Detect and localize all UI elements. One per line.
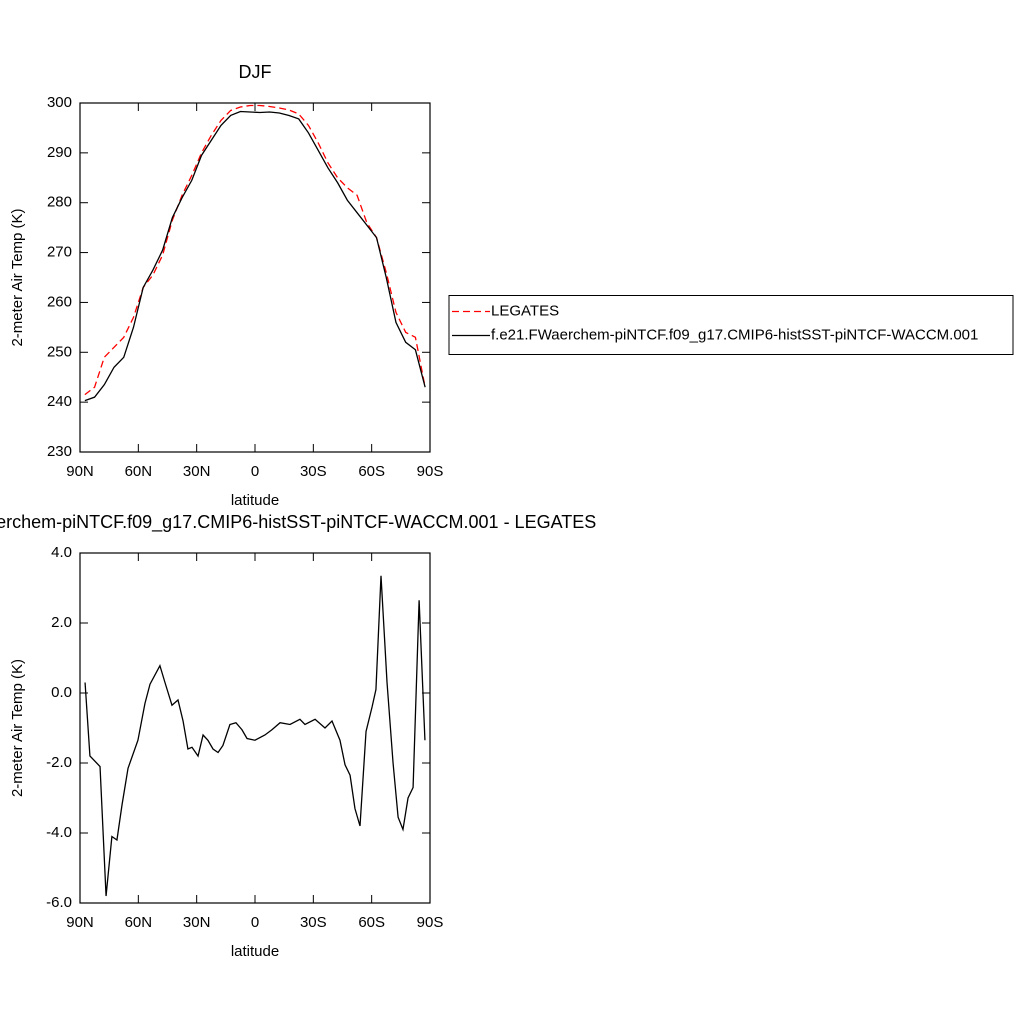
y-tick-label: 250 [47, 343, 72, 360]
y-tick-label: -4.0 [46, 824, 72, 841]
y-tick-label: 260 [47, 293, 72, 310]
legend: LEGATES f.e21.FWaerchem-piNTCF.f09_g17.CM… [448, 295, 1014, 355]
x-tick-label: 60N [125, 463, 153, 480]
x-tick-label: 90N [66, 463, 94, 480]
x-tick-label: 30N [183, 463, 211, 480]
x-tick-label: 60S [358, 463, 385, 480]
x-axis-label: latitude [231, 943, 279, 960]
y-tick-label: 300 [47, 94, 72, 111]
y-tick-label: 290 [47, 144, 72, 161]
x-tick-label: 30S [300, 463, 327, 480]
y-tick-label: -6.0 [46, 894, 72, 911]
y-axis-label: 2-meter Air Temp (K) [9, 659, 26, 797]
y-tick-label: -2.0 [46, 754, 72, 771]
plot-frame [79, 552, 431, 904]
x-tick-label: 0 [251, 463, 259, 480]
series-line [84, 575, 426, 897]
y-tick-label: 240 [47, 393, 72, 410]
x-tick-label: 30S [300, 914, 327, 931]
x-tick-label: 30N [183, 914, 211, 931]
chart-title: DJF [239, 62, 272, 82]
x-tick-label: 90S [417, 914, 444, 931]
y-tick-label: 4.0 [51, 544, 72, 561]
plot-frame [79, 102, 431, 453]
y-tick-label: 270 [47, 244, 72, 261]
y-tick-label: 2.0 [51, 614, 72, 631]
x-tick-label: 90S [417, 463, 444, 480]
legend-box [448, 295, 1014, 355]
legend-label: LEGATES [491, 302, 559, 319]
x-axis-label: latitude [231, 492, 279, 509]
x-tick-label: 60N [125, 914, 153, 931]
y-tick-label: 280 [47, 194, 72, 211]
series-line [84, 110, 426, 402]
series-line [84, 104, 426, 396]
y-tick-label: 230 [47, 443, 72, 460]
y-tick-label: 0.0 [51, 684, 72, 701]
legend-label: f.e21.FWaerchem-piNTCF.f09_g17.CMIP6-his… [491, 326, 978, 343]
x-tick-label: 0 [251, 914, 259, 931]
chart-title: f.e21.FWaerchem-piNTCF.f09_g17.CMIP6-his… [0, 512, 596, 533]
x-tick-label: 90N [66, 914, 94, 931]
x-tick-label: 60S [358, 914, 385, 931]
y-axis-label: 2-meter Air Temp (K) [9, 208, 26, 346]
